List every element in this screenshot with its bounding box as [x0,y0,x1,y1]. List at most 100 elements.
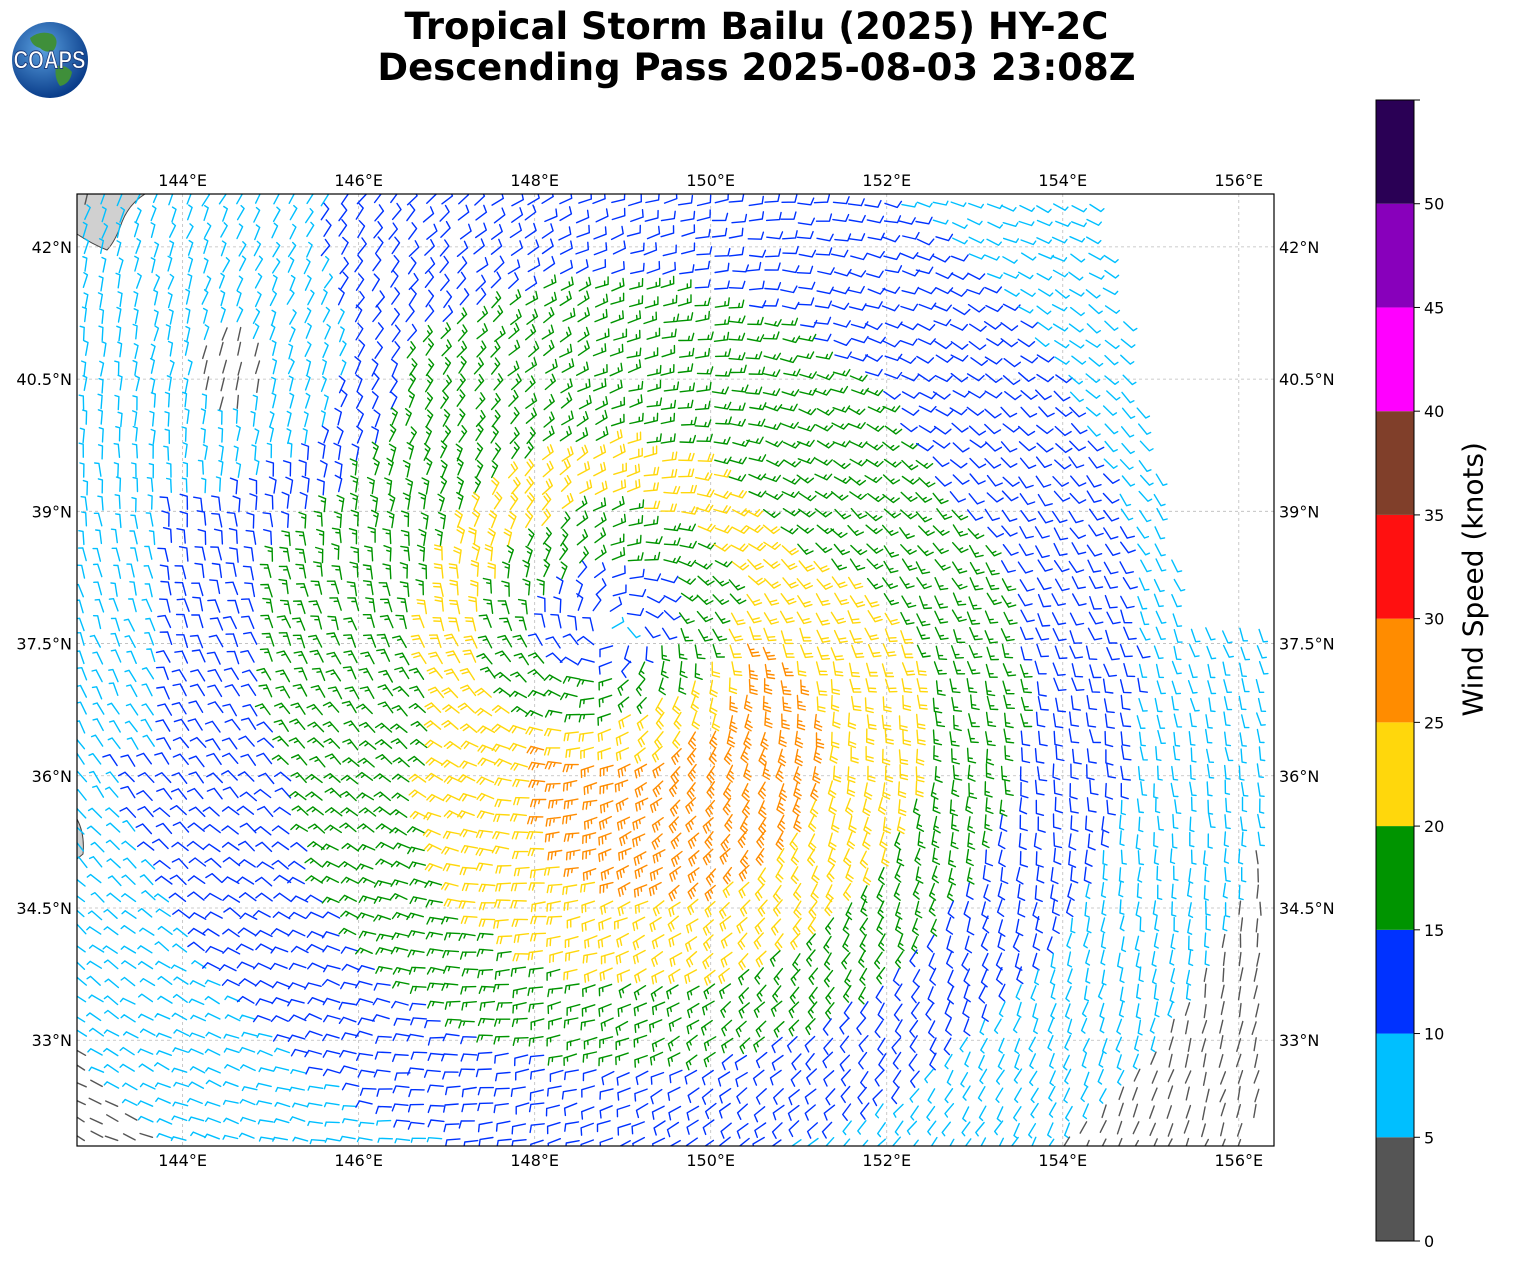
wind-barb [1153,578,1165,593]
wind-barb [687,731,696,750]
wind-barb [691,711,700,730]
wind-barb [577,290,590,306]
wind-barb [794,730,804,749]
wind-barb [832,368,851,377]
wind-barb [426,223,438,240]
wind-barb [952,222,968,229]
wind-barb [610,533,625,546]
wind-barb [833,320,851,328]
wind-barb [386,510,395,529]
wind-barb [169,359,175,376]
wind-barb [594,562,606,579]
wind-barb [524,222,537,239]
wind-barb [510,240,523,256]
wind-barb [877,797,887,815]
wind-barb [968,202,984,209]
wind-barb [662,244,677,257]
wind-barb [575,427,589,443]
wind-barb [185,325,191,342]
wind-barb [400,545,411,562]
wind-barb [593,378,607,392]
wind-barb [1069,612,1085,626]
wind-barb [359,686,375,699]
wind-barb [1019,204,1035,212]
wind-barb [289,204,298,221]
wind-barb [543,559,551,578]
wind-barb [494,325,506,342]
wind-barb [304,374,311,391]
wind-barb [901,202,918,208]
wind-barb [207,599,221,613]
wind-barb [1038,288,1054,297]
wind-barb [615,797,629,813]
wind-barb [473,476,482,495]
wind-barb [391,287,401,305]
wind-barb [1171,765,1179,781]
grid-lines [77,194,1274,1146]
wind-barb [1104,269,1120,279]
wind-barb [100,194,106,205]
wind-barb [635,678,646,697]
wind-barb [985,545,1002,557]
coaps-logo: COAPS [12,22,88,98]
wind-barb [1120,338,1136,349]
wind-barb [812,766,821,784]
wind-barb [749,249,767,258]
wind-barb [1051,255,1068,262]
wind-barb [418,492,427,510]
wind-barb [611,547,626,561]
wind-barb [1085,289,1101,299]
wind-barb [132,476,139,493]
wind-barb [901,459,919,471]
wind-barb [92,563,103,578]
wind-barb [376,633,390,648]
wind-barb [671,748,682,765]
wind-barb [256,805,274,818]
wind-barb [900,323,919,331]
wind-barb [221,737,238,750]
wind-barb [556,576,564,595]
colorbar-tick-label: 20 [1424,817,1444,836]
wind-barb [336,494,345,513]
wind-barb [391,341,401,359]
wind-barb [110,617,121,632]
wind-barb [900,611,915,625]
wind-barb [260,583,273,598]
wind-barb [364,545,374,562]
wind-barb [340,194,350,205]
wind-barb [1053,527,1069,541]
wind-barb [343,617,358,631]
wind-barb [402,492,411,510]
wind-barb [916,713,926,730]
wind-barb [293,667,308,681]
wind-barb [932,440,951,449]
wind-barb [882,474,901,485]
wind-barb [714,560,733,568]
wind-barb [487,562,496,579]
wind-barb [527,652,545,664]
wind-barb [243,631,258,645]
wind-barb [254,459,260,476]
lat-tick-label-left: 36°N [32,767,72,786]
wind-barb [391,792,410,802]
wind-barb [291,754,308,766]
wind-barb [847,407,866,416]
wind-barb [1205,627,1216,641]
wind-barb [1034,660,1047,675]
wind-barb [167,273,175,290]
wind-barb [680,627,694,642]
wind-barb [579,546,589,564]
wind-barb [543,274,557,289]
wind-barb [1172,745,1181,761]
wind-barb [370,494,379,512]
wind-barb [188,806,206,818]
wind-barb [113,564,122,579]
wind-barb [491,291,502,309]
wind-barb [432,582,444,597]
wind-barb [331,565,343,580]
wind-barb [1171,680,1182,695]
wind-barb [390,391,398,410]
wind-barb [932,255,951,263]
wind-barb [617,763,631,778]
wind-barb [1019,664,1033,678]
